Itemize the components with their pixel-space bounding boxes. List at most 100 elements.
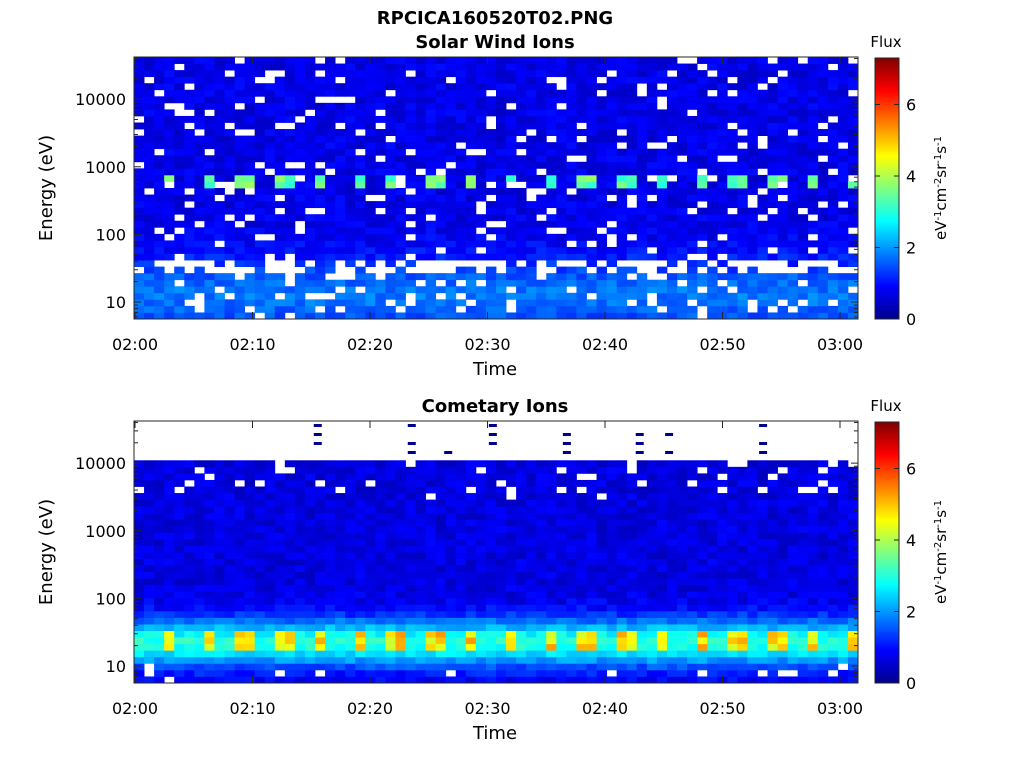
heatmap-cell — [304, 227, 316, 235]
heatmap-cell — [234, 227, 246, 235]
heatmap-cell — [194, 624, 205, 631]
heatmap-cell — [154, 279, 165, 287]
heatmap-cell — [284, 532, 296, 540]
heatmap-cell — [636, 525, 648, 533]
heatmap-cell — [174, 499, 185, 507]
heatmap-cell — [506, 676, 517, 684]
heatmap-cell — [204, 460, 215, 468]
heatmap-cell — [677, 220, 688, 228]
heatmap-cell — [335, 565, 346, 573]
heatmap-cell — [817, 102, 829, 110]
heatmap-cell — [345, 519, 356, 527]
heatmap-cell — [546, 597, 557, 605]
heatmap-cell — [465, 630, 477, 638]
heatmap-cell — [807, 519, 819, 527]
heatmap-cell — [465, 565, 477, 573]
heatmap-cell — [144, 253, 155, 261]
heatmap-cell — [566, 558, 577, 566]
heatmap-cell — [546, 552, 557, 559]
heatmap-cell — [164, 578, 175, 586]
heatmap-cell — [335, 676, 346, 684]
heatmap-cell — [767, 96, 778, 104]
heatmap-cell — [797, 181, 809, 189]
heatmap-cell — [315, 617, 326, 625]
heatmap-cell — [566, 532, 577, 540]
heatmap-cell — [727, 57, 738, 64]
heatmap-cell — [556, 201, 567, 209]
heatmap-cell — [576, 305, 587, 313]
heatmap-cell — [556, 174, 567, 182]
heatmap-cell — [847, 292, 859, 300]
heatmap-cell — [496, 512, 507, 520]
heatmap-cell — [375, 233, 386, 241]
heatmap-cell — [687, 214, 698, 222]
heatmap-cell — [807, 656, 819, 664]
heatmap-cell — [465, 656, 477, 664]
heatmap-cell — [405, 656, 416, 664]
heatmap-cell — [586, 246, 597, 254]
heatmap-cell — [254, 155, 266, 163]
heatmap-cell — [234, 233, 246, 241]
heatmap-cell — [626, 538, 638, 546]
heatmap-cell — [827, 525, 839, 533]
x-tick-label: 03:00 — [817, 335, 863, 354]
heatmap-cell — [214, 305, 225, 313]
heatmap-cell — [465, 273, 477, 281]
heatmap-cell — [807, 532, 819, 540]
heatmap-cell — [536, 148, 547, 156]
heatmap-cell — [636, 610, 648, 618]
heatmap-cell — [496, 174, 507, 182]
heatmap-cell — [717, 214, 728, 222]
heatmap-cell — [355, 473, 366, 481]
heatmap-cell — [677, 76, 688, 84]
heatmap-cell — [465, 610, 477, 618]
heatmap-cell — [234, 286, 246, 294]
heatmap-cell — [304, 233, 316, 241]
heatmap-cell — [536, 637, 547, 645]
heatmap-cell — [425, 115, 437, 123]
heatmap-cell — [837, 512, 849, 520]
heatmap-cell — [184, 214, 195, 222]
heatmap-cell — [646, 584, 658, 592]
heatmap-cell — [304, 96, 316, 104]
heatmap-cell — [365, 76, 376, 84]
heatmap-cell — [677, 466, 688, 474]
heatmap-cell — [445, 493, 457, 500]
heatmap-cell — [586, 637, 597, 645]
heatmap-cell — [435, 637, 447, 645]
heatmap-cell — [214, 57, 225, 64]
heatmap-cell — [144, 83, 155, 91]
heatmap-cell — [194, 286, 205, 294]
heatmap-cell — [586, 584, 597, 592]
heatmap-cell — [807, 63, 819, 71]
heatmap-cell — [516, 155, 527, 163]
heatmap-cell — [224, 669, 235, 677]
heatmap-cell — [264, 466, 276, 474]
heatmap-cell — [134, 519, 145, 527]
heatmap-cell — [747, 663, 758, 671]
heatmap-cell — [787, 571, 799, 579]
heatmap-cell — [134, 493, 145, 500]
heatmap-cell — [697, 260, 708, 267]
heatmap-cell — [395, 96, 406, 104]
heatmap-cell — [526, 148, 537, 156]
heatmap-cell — [827, 188, 839, 195]
heatmap-cell — [727, 188, 738, 195]
heatmap-cell — [304, 637, 316, 645]
heatmap-cell — [737, 161, 748, 169]
heatmap-cell — [264, 89, 276, 97]
heatmap-cell — [526, 122, 537, 130]
heatmap-cell — [144, 181, 155, 189]
heatmap-cell — [687, 76, 698, 84]
heatmap-cell — [596, 650, 608, 658]
heatmap-cell — [274, 109, 286, 117]
heatmap-cell — [244, 286, 256, 294]
heatmap-cell — [385, 240, 396, 248]
heatmap-cell — [395, 506, 406, 514]
heatmap-cell — [797, 273, 809, 281]
heatmap-cell — [707, 597, 718, 605]
heatmap-cell — [777, 656, 789, 664]
heatmap-cell — [817, 538, 829, 546]
heatmap-cell — [546, 479, 557, 487]
heatmap-cell — [134, 473, 145, 481]
